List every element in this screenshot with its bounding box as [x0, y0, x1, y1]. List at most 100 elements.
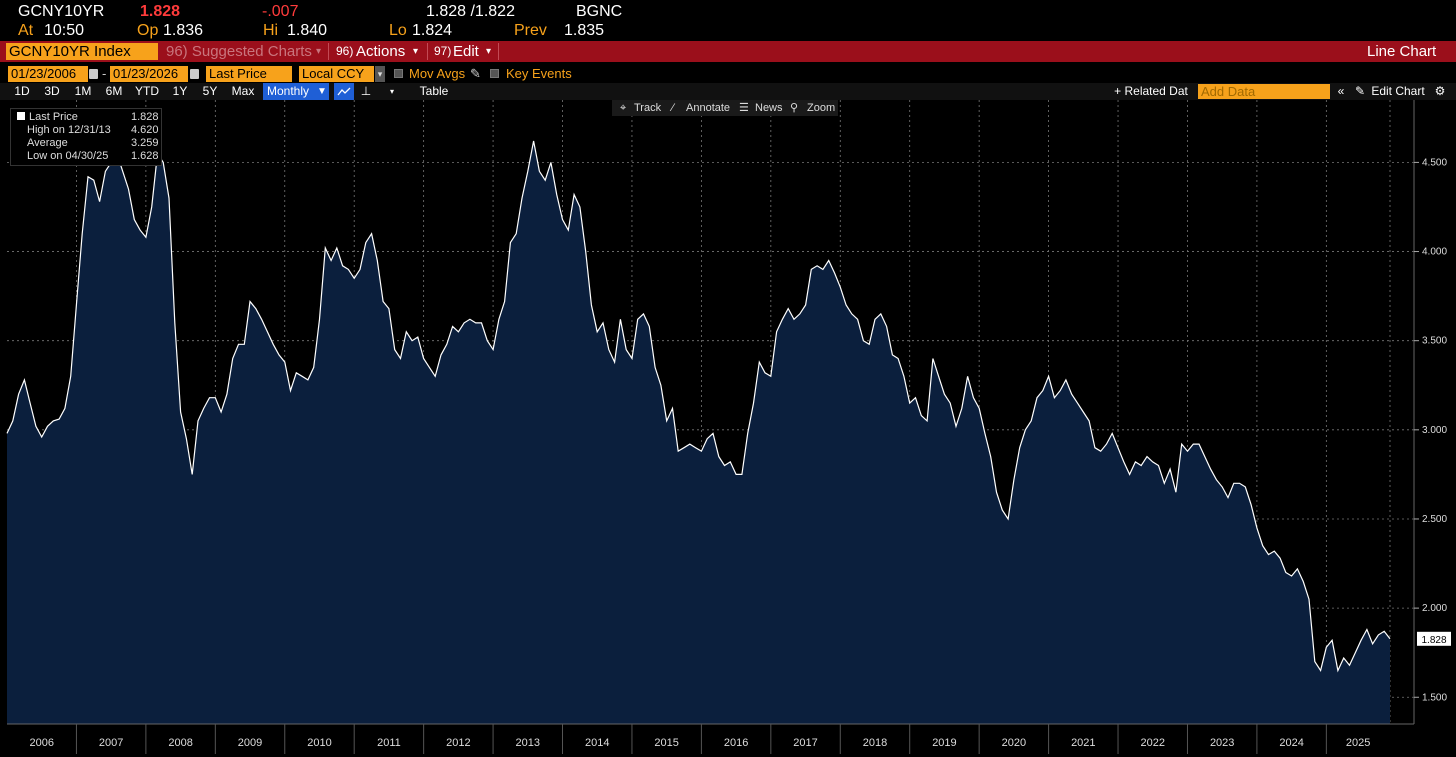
at-label: At — [18, 22, 34, 39]
x-tick-label: 2023 — [1210, 737, 1234, 749]
bar-chart-icon[interactable]: ⊥ — [360, 84, 372, 98]
edit-caret: ▾ — [486, 46, 492, 57]
period-1d[interactable]: 1D — [14, 84, 30, 98]
x-tick-label: 2019 — [932, 737, 956, 749]
x-tick-label: 2021 — [1071, 737, 1095, 749]
y-tick-label: 2.000 — [1422, 603, 1447, 614]
crosshair-icon[interactable]: ⌖ — [620, 102, 627, 114]
y-tick-label: 2.500 — [1422, 514, 1447, 525]
legend-low-label: Low on 04/30/25 — [27, 150, 109, 162]
y-axis-ticks: 1.500 2.000 2.500 3.000 3.500 4.000 4.500 — [1414, 157, 1447, 703]
mov-avgs-label[interactable]: Mov Avgs — [409, 66, 466, 81]
high-value: 1.840 — [287, 22, 328, 39]
open-value: 1.836 — [163, 22, 204, 39]
news-icon[interactable]: ☰ — [739, 102, 749, 114]
suggested-charts-caret: ▾ — [316, 46, 322, 57]
legend-high-value: 4.620 — [131, 124, 159, 136]
frequency-selector[interactable]: Monthly — [263, 83, 319, 100]
command-bar: GCNY10YR Index 96) Suggested Charts ▾ 96… — [0, 41, 1456, 62]
last-price: 1.828 — [140, 3, 181, 20]
edit-number: 97) — [434, 44, 452, 58]
low-label: Lo — [389, 22, 407, 39]
period-1m[interactable]: 1M — [74, 84, 92, 98]
date-dash: - — [102, 66, 107, 81]
x-tick-label: 2025 — [1346, 737, 1370, 749]
collapse-icon[interactable]: « — [1337, 84, 1345, 98]
chart-tools: ⌖ Track ∕ Annotate ☰ News ⚲ Zoom — [612, 100, 838, 116]
legend-last-label: Last Price — [29, 111, 78, 123]
x-tick-label: 2012 — [446, 737, 470, 749]
x-tick-label: 2022 — [1141, 737, 1165, 749]
last-value-box — [1417, 631, 1451, 646]
low-value: 1.824 — [412, 22, 453, 39]
period-5y[interactable]: 5Y — [202, 84, 218, 98]
x-tick-label: 2011 — [377, 737, 401, 749]
x-tick-label: 2016 — [724, 737, 748, 749]
track-button[interactable]: Track — [634, 102, 662, 114]
frequency-caret[interactable]: ▼ — [315, 83, 329, 100]
edit-menu[interactable]: Edit — [453, 43, 479, 60]
zoom-icon[interactable]: ⚲ — [790, 102, 799, 114]
y-tick-label: 3.500 — [1422, 336, 1447, 347]
line-chart-icon-glyph — [337, 87, 351, 96]
x-tick-label: 2007 — [99, 737, 123, 749]
legend-low-value: 1.628 — [131, 150, 159, 162]
calendar-icon[interactable] — [190, 69, 199, 79]
x-tick-label: 2020 — [1002, 737, 1026, 749]
start-date-field[interactable]: 01/23/2006 — [8, 66, 88, 82]
legend-avg-value: 3.259 — [131, 137, 159, 149]
period-1y[interactable]: 1Y — [172, 84, 188, 98]
calendar-icon[interactable] — [89, 69, 98, 79]
legend-row-last: Last Price — [17, 111, 78, 124]
ticker-symbol: GCNY10YR — [18, 3, 105, 20]
line-chart-icon[interactable] — [334, 83, 354, 100]
y-tick-label: 3.000 — [1422, 425, 1447, 436]
period-row: 1D 3D 1M 6M YTD 1Y 5Y Max Monthly ▼ ⊥ ▾ … — [0, 83, 1456, 100]
x-tick-label: 2014 — [585, 737, 609, 749]
x-tick-label: 2006 — [29, 737, 53, 749]
gear-icon[interactable]: ⚙ — [1434, 84, 1446, 98]
security-field[interactable]: GCNY10YR Index — [6, 43, 158, 60]
high-label: Hi — [263, 22, 279, 39]
pencil-icon[interactable]: ✎ — [1354, 84, 1366, 98]
zoom-button[interactable]: Zoom — [807, 102, 836, 114]
suggested-charts-menu[interactable]: 96) Suggested Charts — [166, 43, 312, 60]
x-tick-label: 2015 — [654, 737, 678, 749]
y-tick-label: 4.000 — [1422, 247, 1447, 258]
divider — [427, 43, 428, 60]
quote-header: GCNY10YR 1.828 -.007 1.828 /1.822 BGNC A… — [0, 0, 1456, 42]
actions-menu[interactable]: Actions — [356, 43, 406, 60]
period-6m[interactable]: 6M — [105, 84, 123, 98]
key-events-checkbox[interactable] — [490, 69, 499, 78]
related-data-button[interactable]: + Related Dat — [1114, 84, 1188, 98]
end-date-field[interactable]: 01/23/2026 — [110, 66, 188, 82]
last-value-label: 1.828 — [1421, 635, 1446, 646]
field-selector[interactable]: Last Price — [206, 66, 292, 82]
x-tick-label: 2024 — [1279, 737, 1303, 749]
chart-legend: Last Price 1.828 High on 12/31/13 4.620 … — [10, 108, 162, 166]
annotate-button[interactable]: Annotate — [686, 102, 731, 114]
currency-dropdown-icon[interactable]: ▾ — [375, 66, 385, 82]
add-data-input[interactable]: Add Data — [1198, 84, 1330, 99]
x-tick-label: 2013 — [516, 737, 540, 749]
y-tick-label: 1.500 — [1422, 692, 1447, 703]
chart-style-caret[interactable]: ▾ — [389, 87, 394, 96]
edit-chart-button[interactable]: Edit Chart — [1371, 84, 1425, 98]
currency-selector[interactable]: Local CCY — [299, 66, 374, 82]
pencil-icon[interactable]: ✎ — [470, 66, 481, 81]
legend-avg-label: Average — [27, 137, 68, 149]
key-events-label[interactable]: Key Events — [506, 66, 572, 81]
annotate-icon[interactable]: ∕ — [672, 102, 674, 114]
news-button[interactable]: News — [755, 102, 783, 114]
x-tick-label: 2010 — [307, 737, 331, 749]
table-button[interactable]: Table — [419, 84, 449, 98]
area-fill — [7, 141, 1390, 724]
mov-avgs-checkbox[interactable] — [394, 69, 403, 78]
period-max[interactable]: Max — [231, 84, 255, 98]
open-label: Op — [137, 22, 159, 39]
period-ytd[interactable]: YTD — [135, 84, 159, 98]
chart-type-label[interactable]: Line Chart — [1367, 43, 1437, 60]
actions-number: 96) — [336, 44, 354, 58]
period-3d[interactable]: 3D — [44, 84, 60, 98]
